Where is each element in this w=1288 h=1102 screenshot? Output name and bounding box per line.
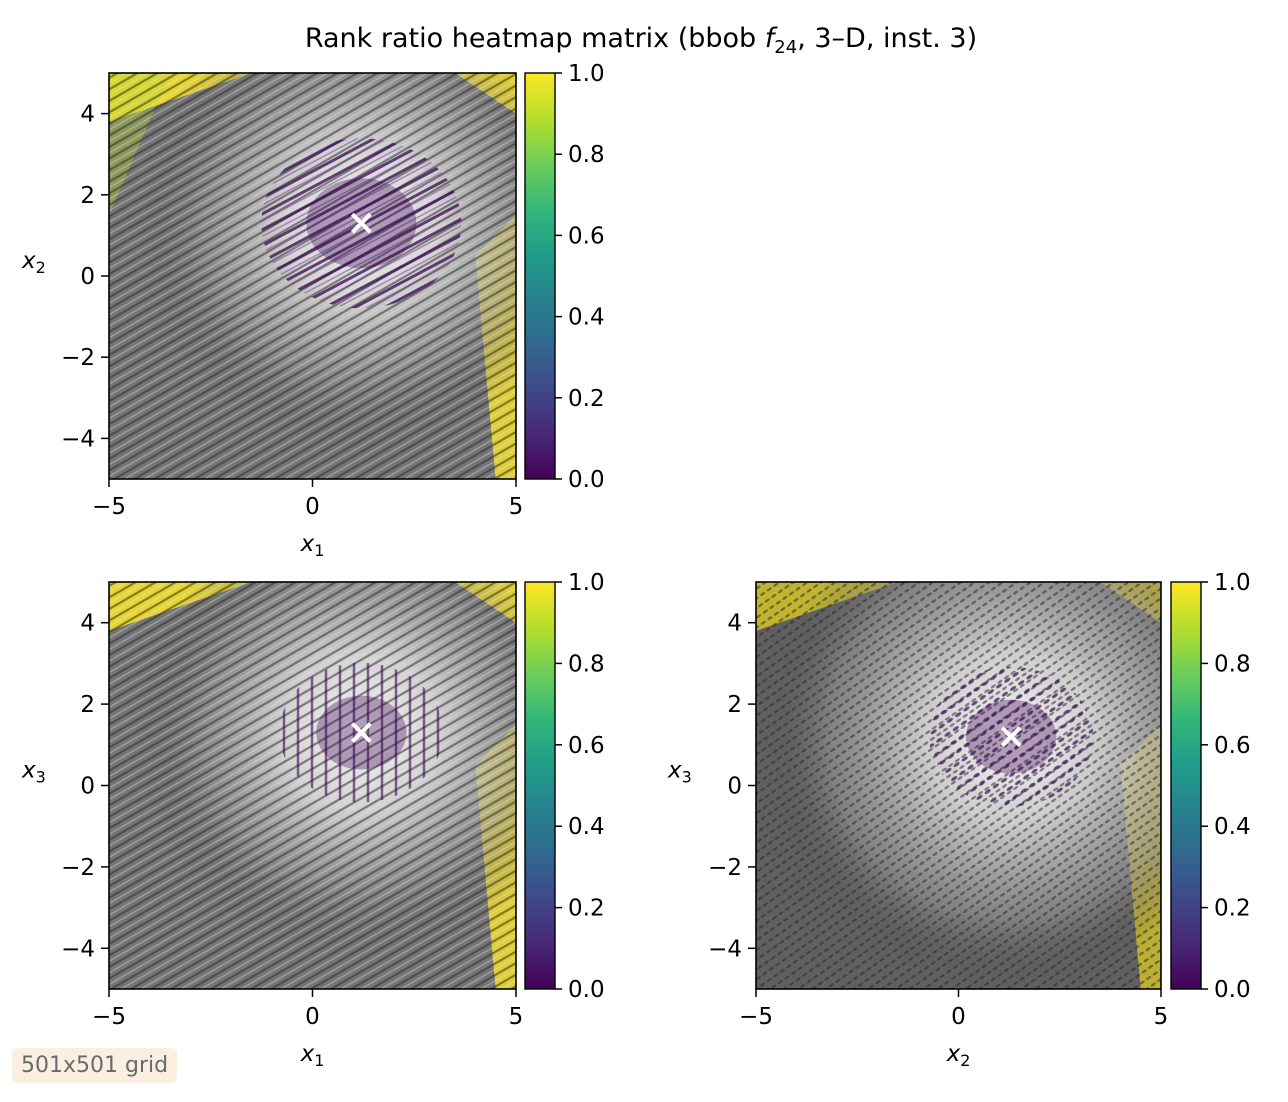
colorbar-tick-label: 0.2 — [568, 386, 605, 412]
colorbar: 0.0 0.2 0.4 0.6 0.8 1.0 — [524, 61, 605, 493]
x-tick-label: 0 — [951, 1004, 966, 1030]
y-tick-label: 2 — [727, 692, 742, 718]
heatmap-panel-x1-x3: −5 0 5 −4 −2 0 2 4 x1 x3 0.0 0.2 0.4 0.6 0.8 1.0 — [21, 570, 605, 1070]
y-tick-label: 4 — [80, 611, 95, 637]
optimum-marker — [350, 212, 372, 234]
y-axis-label: x2 — [21, 248, 46, 277]
y-tick-label: −4 — [61, 426, 95, 452]
colorbar-tick-label: 0.8 — [568, 651, 605, 677]
x-tick-label: 5 — [509, 494, 524, 520]
y-axis-label: x3 — [21, 758, 46, 787]
colorbar: 0.0 0.2 0.4 0.6 0.8 1.0 — [1170, 570, 1251, 1003]
heatmap-image — [109, 582, 516, 989]
x-axis-label: x2 — [946, 1041, 971, 1070]
colorbar-tick-label: 1.0 — [1214, 570, 1251, 596]
colorbar-tick-label: 1.0 — [568, 570, 605, 596]
grid-size-badge: 501x501 grid — [12, 1048, 178, 1083]
colorbar-tick-label: 0.2 — [568, 896, 605, 922]
colorbar-tick-label: 0.0 — [568, 977, 605, 1003]
y-tick-label: 2 — [80, 183, 95, 209]
y-tick-label: −4 — [708, 936, 742, 962]
heatmap-image — [109, 73, 516, 479]
heatmap-panel-x1-x2: −5 0 5 −4 −2 0 2 4 x1 x2 0.0 0.2 0.4 0.6 0.8 1.0 — [21, 61, 605, 560]
colorbar: 0.0 0.2 0.4 0.6 0.8 1.0 — [524, 570, 605, 1003]
x-tick-label: 5 — [1154, 1004, 1169, 1030]
y-tick-label: 0 — [727, 774, 742, 800]
y-tick-label: −4 — [61, 936, 95, 962]
y-tick-label: −2 — [61, 855, 95, 881]
x-axis-label: x1 — [300, 1041, 325, 1070]
y-tick-label: −2 — [708, 855, 742, 881]
colorbar-tick-label: 0.4 — [568, 305, 605, 331]
y-tick-label: 4 — [727, 611, 742, 637]
colorbar-tick-label: 0.2 — [1214, 896, 1251, 922]
y-tick-label: 4 — [80, 102, 95, 128]
colorbar-tick-label: 0.8 — [1214, 651, 1251, 677]
y-axis-label: x3 — [667, 758, 692, 787]
colorbar-gradient — [1170, 581, 1202, 990]
optimum-marker — [350, 722, 372, 744]
y-tick-label: 2 — [80, 692, 95, 718]
x-axis-label: x1 — [300, 531, 325, 560]
heatmap-panel-x2-x3: −5 0 5 −4 −2 0 2 4 x2 x3 0.0 0.2 0.4 0.6 0.8 1.0 — [667, 570, 1251, 1070]
x-tick-label: 0 — [305, 1004, 320, 1030]
optimum-marker — [1000, 726, 1022, 748]
colorbar-tick-label: 0.8 — [568, 142, 605, 168]
y-tick-label: 0 — [80, 264, 95, 290]
colorbar-gradient — [524, 72, 556, 480]
colorbar-tick-label: 0.4 — [568, 814, 605, 840]
x-tick-label: −5 — [92, 1004, 126, 1030]
colorbar-tick-label: 0.0 — [568, 467, 605, 493]
heatmap-image — [756, 582, 1161, 989]
colorbar-tick-label: 0.6 — [568, 733, 605, 759]
colorbar-tick-label: 0.0 — [1214, 977, 1251, 1003]
x-tick-label: 5 — [509, 1004, 524, 1030]
colorbar-tick-label: 1.0 — [568, 61, 605, 87]
y-tick-label: 0 — [80, 774, 95, 800]
x-tick-label: 0 — [305, 494, 320, 520]
colorbar-gradient — [524, 581, 556, 990]
figure-title: Rank ratio heatmap matrix (bbob f24, 3–D… — [305, 23, 977, 58]
x-tick-label: −5 — [739, 1004, 773, 1030]
colorbar-tick-label: 0.6 — [568, 223, 605, 249]
colorbar-tick-label: 0.4 — [1214, 814, 1251, 840]
colorbar-tick-label: 0.6 — [1214, 733, 1251, 759]
x-tick-label: −5 — [92, 494, 126, 520]
y-tick-label: −2 — [61, 345, 95, 371]
